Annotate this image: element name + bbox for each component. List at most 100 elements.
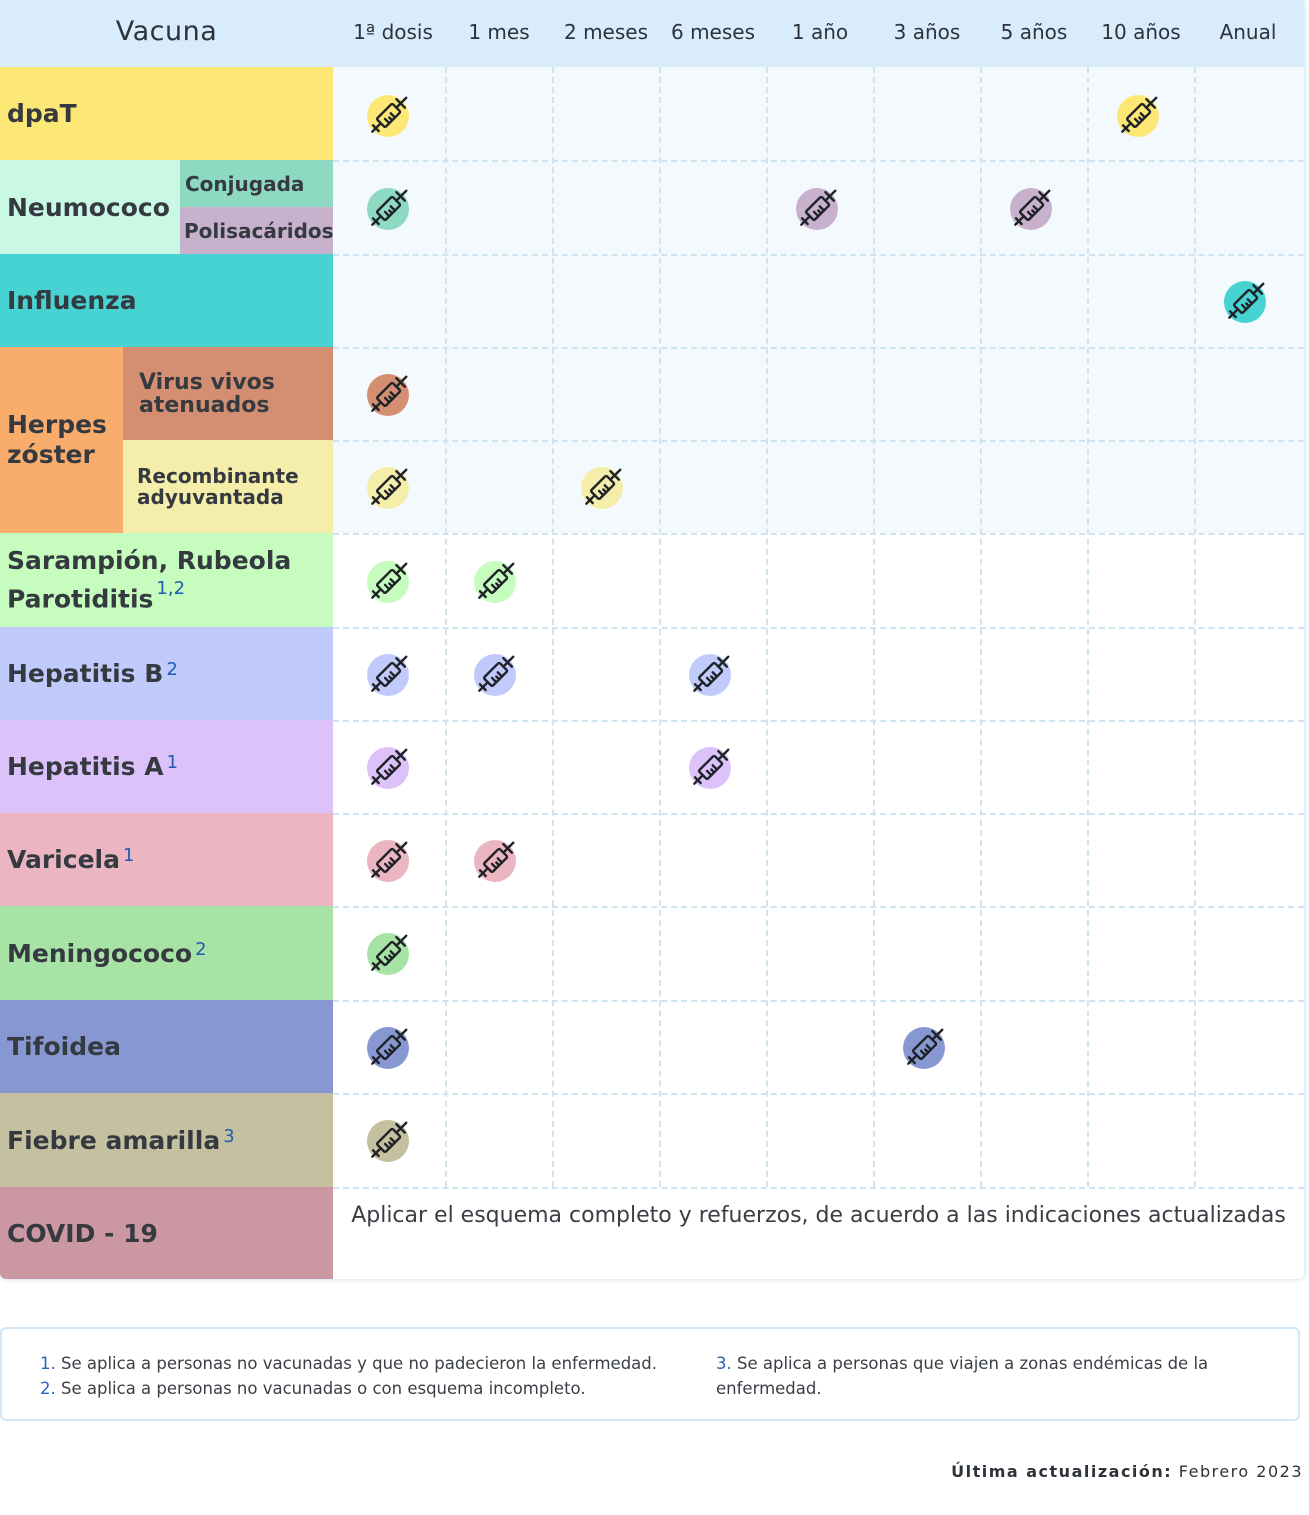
footnotes-box: 1. Se aplica a personas no vacunadas y q… [0,1327,1300,1421]
grid-hline [333,440,1304,442]
vaccine-schedule-table: Vacuna 1ª dosis 1 mes 2 meses 6 meses 1 … [0,0,1304,1279]
grid-hline [333,906,1304,908]
grid-hline [333,627,1304,629]
row-label-covid: COVID - 19 [0,1187,333,1279]
header-col-1-month: 1 mes [468,20,530,44]
footnote-ref: 1 [122,845,135,866]
sublabel-conjugada: Conjugada [180,160,333,207]
header-col-annual: Anual [1219,20,1277,44]
footnote-2: 2. Se aplica a personas no vacunadas o c… [40,1376,586,1401]
row-label-dpat: dpaT [0,67,333,160]
syringe-icon [362,458,418,514]
last-updated-label: Última actualización: [951,1462,1173,1481]
grid-hline [333,347,1304,349]
grid-hline [333,1093,1304,1095]
row-label-varicela: Varicela 1 [0,813,333,906]
syringe-icon [469,552,525,608]
row-label-text: Tifoidea [7,1032,121,1061]
row-label-text: Hepatitis B [7,659,164,688]
syringe-icon [362,924,418,980]
syringe-icon [1219,272,1275,328]
footnote-ref: 2 [195,938,207,960]
grid-hline [333,1000,1304,1002]
grid-hline [333,254,1304,256]
row-label-text: Hepatitis A [7,752,164,781]
footnote-text: Se aplica a personas no vacunadas y que … [61,1354,658,1373]
covid-note: Aplicar el esquema completo y refuerzos,… [351,1203,1286,1228]
row-label-text: Influenza [7,286,137,315]
header-col-2-months: 2 meses [563,20,648,44]
syringe-icon [362,365,418,421]
last-updated: Última actualización: Febrero 2023 [951,1462,1303,1481]
syringe-icon [362,1018,418,1074]
row-label-text: Sarampión, Rubeola Parotiditis 1,2 [7,545,291,615]
header-vaccine-label: Vacuna [115,16,218,47]
footnote-3: 3. Se aplica a personas que viajen a zon… [716,1351,1276,1401]
header-col-3-years: 3 años [893,20,961,44]
grid-hline [333,533,1304,535]
footnote-ref: 3 [223,1125,235,1147]
row-label-herpes: Herpes zóster [0,347,123,533]
syringe-icon [1112,86,1168,142]
footnote-number: 3. [716,1354,732,1373]
row-label-text: Varicela [7,845,120,874]
row-label-text: Neumococo [7,192,170,222]
footnote-ref: 2 [166,659,178,680]
row-label-influenza: Influenza [0,254,333,347]
sublabel-text: Virus vivos atenuados [139,369,275,418]
syringe-icon [362,552,418,608]
header-col-1-year: 1 año [791,20,849,44]
footnote-number: 2. [40,1379,56,1398]
syringe-icon [362,738,418,794]
row-label-meningococo: Meningococo 2 [0,906,333,1000]
row-label-text: Fiebre amarilla [7,1125,221,1155]
sublabel-polisacaridos: Polisacáridos [180,207,334,254]
sublabel-recombinante: Recombinante adyuvantada [123,440,333,533]
footnote-text: enfermedad. [716,1379,822,1398]
row-label-line: Sarampión, Rubeola [7,545,292,575]
row-label-text: dpaT [7,99,77,128]
header-col-5-years: 5 años [1000,20,1068,44]
header-col-10-years: 10 años [1101,20,1181,44]
row-label-line: Parotiditis [7,584,154,614]
syringe-icon [898,1018,954,1074]
table-header [0,0,1304,67]
header-col-6-months: 6 meses [670,20,755,44]
syringe-icon [469,645,525,701]
syringe-icon [362,831,418,887]
last-updated-value: Febrero 2023 [1178,1462,1303,1481]
syringe-icon [362,1111,418,1167]
header-col-first-dose: 1ª dosis [353,20,433,44]
grid-hline [333,813,1304,815]
sublabel-virus-vivos: Virus vivos atenuados [123,347,333,440]
row-label-tifoidea: Tifoidea [0,1000,333,1093]
sublabel-text: Polisacáridos [184,218,334,243]
footnote-number: 1. [40,1354,56,1373]
grid-shade [333,67,1304,533]
row-label-neumococo: Neumococo [0,160,180,254]
syringe-icon [791,179,847,235]
footnote-ref: 1,2 [156,577,186,599]
row-label-sarampion: Sarampión, Rubeola Parotiditis 1,2 [0,533,333,627]
syringe-icon [362,179,418,235]
footnote-text: Se aplica a personas no vacunadas o con … [61,1379,586,1398]
syringe-icon [1005,179,1061,235]
row-label-text: Meningococo [7,938,193,968]
sublabel-text: Conjugada [185,171,305,196]
row-label-text: COVID - 19 [7,1218,158,1248]
syringe-icon [576,458,632,514]
sublabel-text: Recombinante adyuvantada [137,463,299,509]
row-label-fiebre-amarilla: Fiebre amarilla 3 [0,1093,333,1187]
syringe-icon [362,645,418,701]
syringe-icon [469,831,525,887]
syringe-icon [362,86,418,142]
footnote-ref: 1 [166,752,179,773]
syringe-icon [684,645,740,701]
grid-hline [333,720,1304,722]
grid-hline [333,160,1304,162]
grid-hline [333,1187,1304,1189]
footnote-1: 1. Se aplica a personas no vacunadas y q… [40,1351,657,1376]
row-label-text: Herpes zóster [7,410,107,469]
